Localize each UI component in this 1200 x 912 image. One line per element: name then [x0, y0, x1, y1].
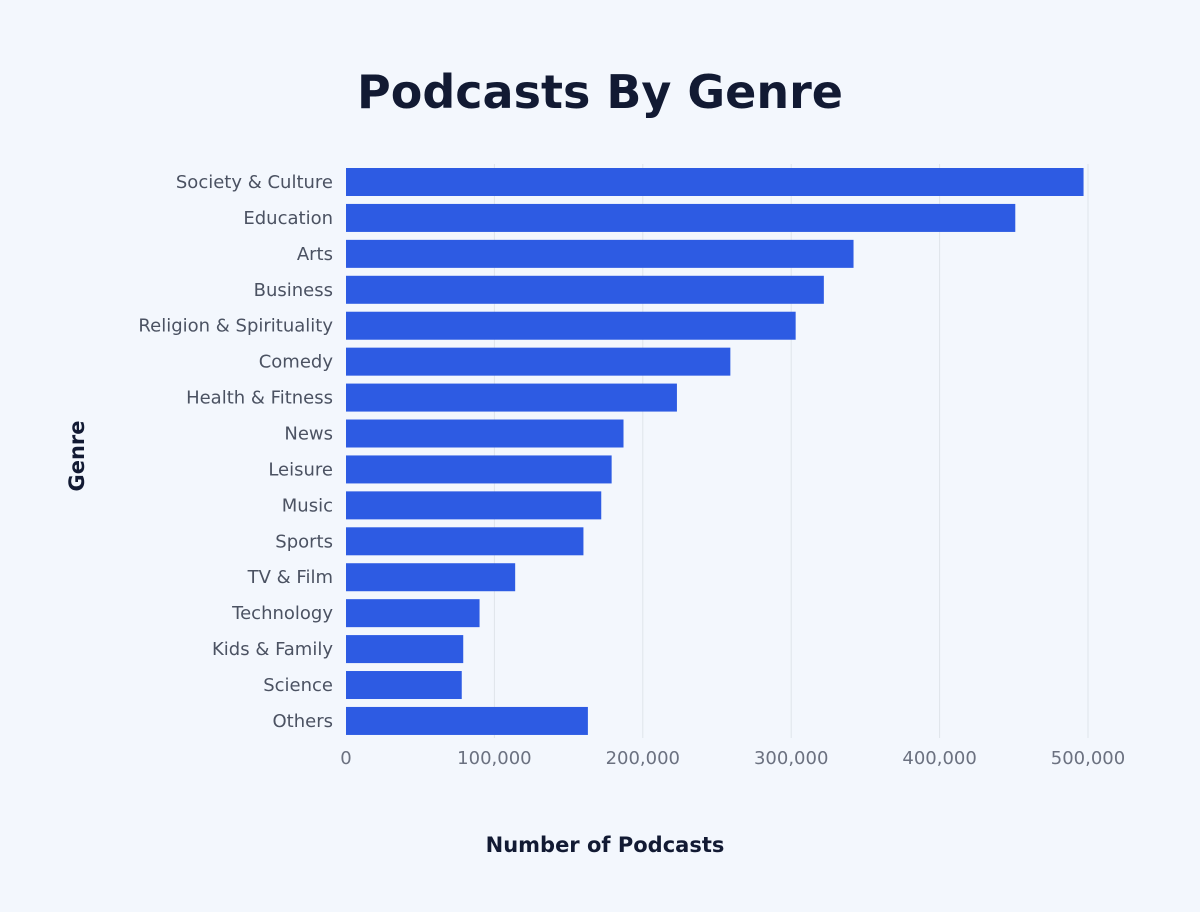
bar	[346, 455, 612, 484]
x-tick-label: 200,000	[606, 748, 680, 769]
category-label: Music	[282, 495, 333, 516]
x-tick-label: 500,000	[1051, 748, 1125, 769]
category-label: Kids & Family	[212, 639, 333, 660]
bar	[346, 635, 464, 664]
category-label: Others	[273, 711, 334, 732]
chart-title: Podcasts By Genre	[357, 65, 843, 119]
x-tick-labels: 0 100,000 200,000 300,000 400,000 500,000	[340, 748, 1125, 769]
bar	[346, 491, 602, 520]
category-label: TV & Film	[247, 567, 333, 588]
bar	[346, 275, 824, 304]
bar	[346, 419, 624, 448]
x-axis-title: Number of Podcasts	[485, 833, 725, 857]
x-tick-label: 400,000	[902, 748, 976, 769]
category-label: Education	[243, 208, 333, 229]
category-labels: Society & Culture Education Arts Business Re…	[138, 172, 333, 732]
category-label: Society & Culture	[176, 172, 333, 193]
x-tick-label: 100,000	[457, 748, 531, 769]
category-label: Health & Fitness	[186, 388, 333, 409]
bar	[346, 239, 854, 268]
x-tick-label: 300,000	[754, 748, 828, 769]
bar	[346, 599, 480, 628]
category-label: Business	[254, 280, 333, 301]
bar	[346, 527, 584, 556]
bar	[346, 563, 516, 592]
category-label: Religion & Spirituality	[138, 316, 333, 337]
bars	[346, 168, 1084, 735]
category-label: Leisure	[268, 459, 333, 480]
bar	[346, 383, 677, 412]
bar	[346, 671, 462, 700]
bar	[346, 168, 1084, 196]
x-tick-label: 0	[340, 748, 351, 769]
category-label: Science	[263, 675, 333, 696]
bar	[346, 706, 588, 735]
bar	[346, 203, 1016, 232]
y-axis-title: Genre	[65, 420, 89, 492]
category-label: Comedy	[259, 352, 334, 373]
category-label: News	[284, 424, 333, 445]
bar	[346, 347, 731, 376]
bar	[346, 311, 796, 340]
category-label: Technology	[231, 603, 333, 624]
category-label: Arts	[297, 244, 333, 265]
category-label: Sports	[275, 531, 333, 552]
